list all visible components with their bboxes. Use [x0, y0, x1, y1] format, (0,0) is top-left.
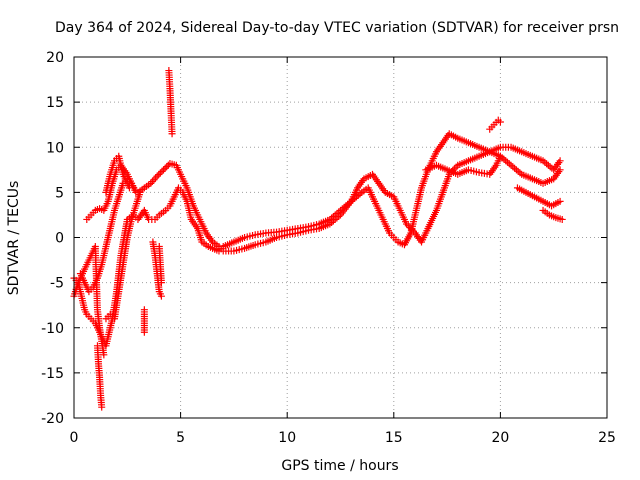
data-point	[100, 351, 108, 359]
y-tick-label: 5	[55, 185, 64, 201]
data-point	[136, 188, 144, 196]
x-tick-label: 5	[176, 430, 185, 446]
data-point	[496, 152, 504, 160]
data-point	[155, 171, 163, 179]
data-point	[558, 215, 566, 223]
series-track-i	[102, 188, 144, 323]
data-points	[70, 67, 566, 411]
y-tick-label: 0	[55, 231, 64, 247]
data-point	[140, 328, 148, 336]
data-point	[556, 157, 564, 165]
y-tick-label: 20	[46, 50, 64, 66]
y-tick-label: 10	[46, 140, 64, 156]
data-point	[157, 292, 165, 300]
y-tick-label: 15	[46, 95, 64, 111]
y-axis-label: SDTVAR / TECUs	[6, 181, 22, 296]
axis-ticks: 0 5 10 15 20 25 -20 -15 -10 -5 0 5 10 15 20	[41, 50, 616, 446]
y-tick-label: -20	[41, 411, 64, 427]
series-track-e	[422, 152, 504, 178]
data-point	[150, 176, 158, 184]
series-track-h	[539, 206, 566, 223]
series-track-c	[83, 143, 564, 255]
x-tick-label: 10	[278, 430, 296, 446]
x-tick-label: 20	[491, 430, 509, 446]
data-point	[156, 169, 164, 177]
data-point	[153, 172, 161, 180]
plot-frame	[73, 56, 608, 419]
series-spike-6	[102, 152, 133, 196]
data-point	[556, 166, 564, 174]
x-tick-label: 0	[70, 430, 79, 446]
data-point	[148, 178, 156, 186]
data-point	[98, 403, 106, 411]
data-point	[125, 184, 133, 192]
data-point	[163, 163, 171, 171]
data-point	[157, 279, 165, 287]
series-track-g	[513, 184, 564, 210]
y-tick-label: -5	[50, 276, 64, 292]
x-axis-label: GPS time / hours	[281, 458, 398, 474]
data-point	[160, 166, 168, 174]
data-point	[152, 174, 160, 182]
data-point	[161, 164, 169, 172]
data-point	[158, 167, 166, 175]
y-tick-label: -10	[41, 321, 64, 337]
x-tick-label: 25	[598, 430, 616, 446]
x-tick-label: 15	[385, 430, 403, 446]
series-spike-2	[165, 67, 176, 138]
series-track-a	[70, 243, 108, 359]
series-spike-3	[140, 306, 148, 336]
y-tick-label: -15	[41, 366, 64, 382]
series-spike-5	[155, 243, 165, 287]
data-point	[164, 161, 172, 169]
data-point	[168, 130, 176, 138]
series-track-f	[486, 116, 504, 133]
data-point	[556, 197, 564, 205]
grid	[74, 57, 607, 418]
data-point	[496, 118, 504, 126]
chart-title: Day 364 of 2024, Sidereal Day-to-day VTE…	[55, 20, 619, 36]
series-spike-1	[93, 342, 106, 411]
